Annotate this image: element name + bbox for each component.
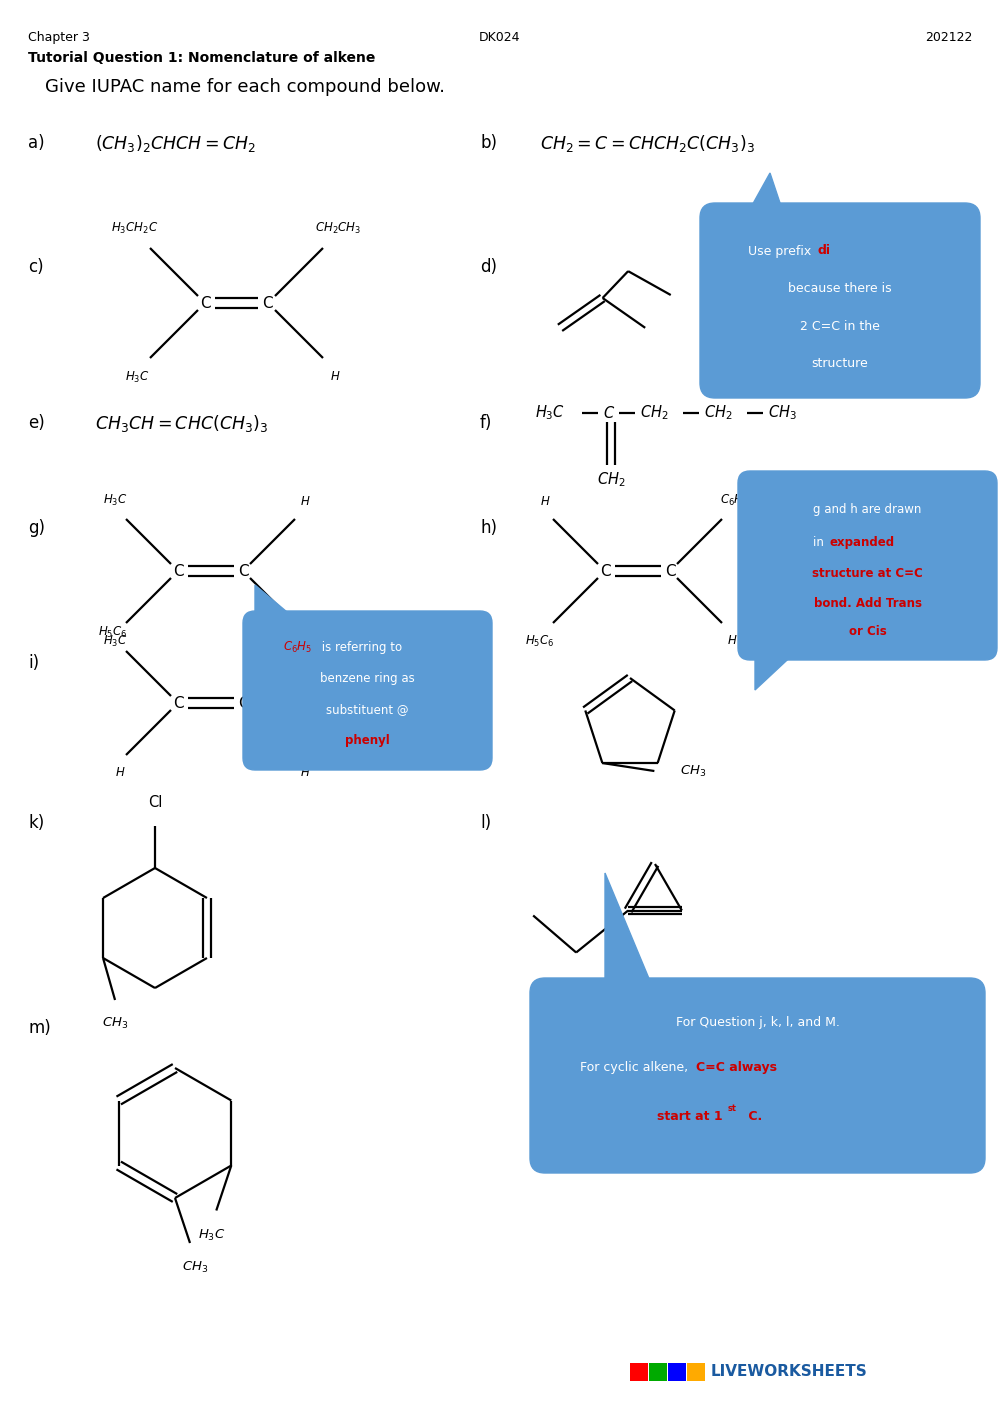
Text: $CH_3$: $CH_3$ — [296, 634, 320, 649]
Text: benzene ring as: benzene ring as — [320, 671, 415, 685]
Text: Cl: Cl — [148, 796, 162, 810]
Text: Tutorial Question 1: Nomenclature of alkene: Tutorial Question 1: Nomenclature of alk… — [28, 51, 375, 65]
Text: j): j) — [480, 654, 491, 673]
Text: C: C — [238, 695, 248, 711]
Polygon shape — [605, 873, 655, 993]
Text: $CH_3$: $CH_3$ — [680, 763, 707, 779]
Text: f): f) — [480, 414, 492, 432]
Text: g): g) — [28, 519, 45, 537]
Text: C: C — [173, 695, 183, 711]
Text: because there is: because there is — [788, 283, 892, 295]
Text: For Question j, k, l, and M.: For Question j, k, l, and M. — [676, 1016, 839, 1029]
Text: di: di — [818, 244, 831, 257]
FancyBboxPatch shape — [668, 1364, 686, 1381]
Text: C: C — [238, 564, 248, 578]
Text: 202122: 202122 — [925, 31, 972, 44]
Text: substituent @: substituent @ — [326, 702, 409, 716]
Text: C: C — [600, 564, 610, 578]
Text: For cyclic alkene,: For cyclic alkene, — [580, 1061, 692, 1074]
Text: DK024: DK024 — [479, 31, 521, 44]
Text: $C$: $C$ — [603, 406, 615, 421]
Text: in: in — [813, 536, 828, 548]
Text: m): m) — [28, 1019, 51, 1037]
Text: $H_5C_6$: $H_5C_6$ — [98, 625, 128, 640]
Text: LIVEWORKSHEETS: LIVEWORKSHEETS — [711, 1365, 867, 1379]
Polygon shape — [255, 585, 300, 623]
Text: Use prefix: Use prefix — [748, 244, 815, 257]
Text: Chapter 3: Chapter 3 — [28, 31, 90, 44]
Text: i): i) — [28, 654, 39, 673]
Text: E: E — [693, 1368, 699, 1376]
Text: I: I — [656, 1368, 660, 1376]
Text: c): c) — [28, 259, 44, 276]
Text: $CH_2$: $CH_2$ — [704, 404, 733, 422]
FancyBboxPatch shape — [243, 610, 492, 770]
Text: is referring to: is referring to — [318, 642, 402, 654]
Text: $CH_3$: $CH_3$ — [182, 1260, 208, 1275]
Text: Give IUPAC name for each compound below.: Give IUPAC name for each compound below. — [45, 78, 445, 96]
Text: e): e) — [28, 414, 45, 432]
Polygon shape — [755, 649, 800, 690]
Text: $H$: $H$ — [300, 495, 310, 509]
Text: $CH_3$: $CH_3$ — [768, 404, 797, 422]
Text: structure at C=C: structure at C=C — [812, 567, 923, 581]
Text: C: C — [200, 295, 210, 311]
Text: b): b) — [480, 134, 497, 153]
Text: l): l) — [480, 814, 491, 832]
Text: bond. Add Trans: bond. Add Trans — [814, 596, 922, 610]
FancyBboxPatch shape — [738, 471, 997, 660]
Text: $H_3CH_2C$: $H_3CH_2C$ — [111, 220, 159, 236]
Text: $H_3C$: $H_3C$ — [198, 1228, 225, 1242]
Text: st: st — [728, 1104, 736, 1113]
Text: k): k) — [28, 814, 44, 832]
Text: d): d) — [480, 259, 497, 276]
Text: C: C — [173, 564, 183, 578]
Text: V: V — [673, 1368, 680, 1376]
Text: $H_3C$: $H_3C$ — [103, 634, 127, 649]
Text: $(CH_3)_2CHCH=CH_2$: $(CH_3)_2CHCH=CH_2$ — [95, 133, 256, 154]
Text: 2 C=C in the: 2 C=C in the — [800, 321, 880, 333]
Text: h): h) — [480, 519, 497, 537]
Text: g and h are drawn: g and h are drawn — [813, 503, 922, 516]
Text: expanded: expanded — [830, 536, 895, 548]
Text: C.: C. — [744, 1111, 763, 1123]
Text: $CH_2$: $CH_2$ — [597, 471, 625, 489]
Text: $H_3C$: $H_3C$ — [535, 404, 565, 422]
Text: $H$: $H$ — [330, 370, 340, 383]
Text: $C_6H_5$: $C_6H_5$ — [295, 625, 325, 640]
Text: or Cis: or Cis — [849, 625, 886, 639]
Text: structure: structure — [812, 356, 868, 370]
FancyBboxPatch shape — [530, 978, 985, 1173]
Polygon shape — [745, 172, 785, 218]
Text: L: L — [636, 1368, 642, 1376]
Text: $H_5C_6$: $H_5C_6$ — [525, 634, 555, 649]
FancyBboxPatch shape — [630, 1364, 648, 1381]
FancyBboxPatch shape — [687, 1364, 705, 1381]
FancyBboxPatch shape — [649, 1364, 667, 1381]
Text: $H_3C$: $H_3C$ — [103, 493, 127, 509]
Text: $H$: $H$ — [115, 766, 125, 779]
Text: $CH_2$: $CH_2$ — [640, 404, 669, 422]
Text: $H$: $H$ — [727, 634, 737, 647]
Text: $H$: $H$ — [540, 495, 550, 509]
Text: C: C — [262, 295, 272, 311]
Text: $C_6H_5$: $C_6H_5$ — [720, 493, 750, 509]
Text: $CH_3$: $CH_3$ — [102, 1016, 128, 1031]
Text: phenyl: phenyl — [345, 733, 390, 747]
Text: a): a) — [28, 134, 45, 153]
Text: $H_3C$: $H_3C$ — [125, 370, 149, 386]
Text: $C_6H_5$: $C_6H_5$ — [283, 640, 312, 654]
Text: C=C always: C=C always — [696, 1061, 776, 1074]
Text: start at 1: start at 1 — [657, 1111, 722, 1123]
Text: C: C — [665, 564, 675, 578]
Text: $CH_2=C=CHCH_2C(CH_3)_3$: $CH_2=C=CHCH_2C(CH_3)_3$ — [540, 133, 755, 154]
Text: $H$: $H$ — [300, 766, 310, 779]
FancyBboxPatch shape — [700, 203, 980, 398]
Text: $CH_2CH_3$: $CH_2CH_3$ — [315, 220, 361, 236]
Text: $CH_3CH=CHC(CH_3)_3$: $CH_3CH=CHC(CH_3)_3$ — [95, 413, 268, 434]
